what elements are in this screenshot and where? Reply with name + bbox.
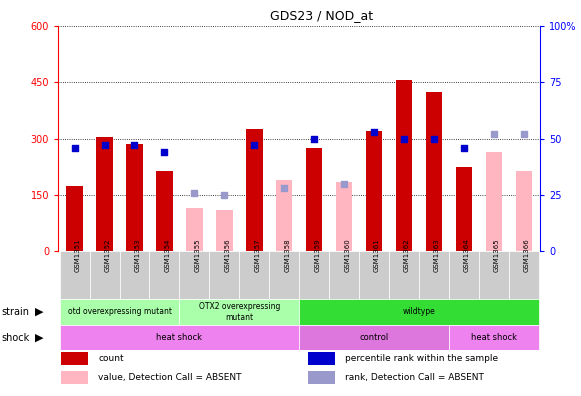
Point (220, 192, 229, 198)
Text: GSM1366: GSM1366 (524, 238, 530, 272)
Text: GDS23 / NOD_at: GDS23 / NOD_at (270, 9, 373, 22)
Bar (509, 251, 539, 299)
Text: ▶: ▶ (35, 307, 44, 317)
Text: GSM1351: GSM1351 (74, 238, 81, 272)
Text: wildtype: wildtype (403, 307, 435, 316)
Point (399, 135, 408, 142)
Bar (479, 251, 509, 299)
Text: GSM1365: GSM1365 (494, 238, 500, 272)
Text: shock: shock (1, 333, 30, 343)
Point (190, 190, 199, 196)
Bar (269, 251, 299, 299)
Text: GSM1361: GSM1361 (374, 238, 380, 272)
Text: heat shock: heat shock (156, 333, 202, 342)
Text: GSM1353: GSM1353 (134, 238, 141, 272)
Text: GSM1355: GSM1355 (195, 238, 200, 272)
Bar (426, 91, 442, 251)
Bar (180, 251, 209, 299)
Bar (309, 371, 335, 384)
Text: GSM1360: GSM1360 (344, 238, 350, 272)
Bar (62, 371, 88, 384)
Bar (180, 299, 299, 325)
Bar (89, 251, 120, 299)
Text: GSM1356: GSM1356 (224, 238, 230, 272)
Bar (66, 186, 83, 251)
Bar (239, 251, 269, 299)
Text: percentile rank within the sample: percentile rank within the sample (345, 354, 498, 363)
Text: value, Detection Call = ABSENT: value, Detection Call = ABSENT (98, 373, 242, 382)
Bar (60, 299, 180, 325)
Text: GSM1362: GSM1362 (404, 238, 410, 272)
Point (100, 142, 109, 148)
Text: OTX2 overexpressing
mutant: OTX2 overexpressing mutant (199, 302, 280, 322)
Point (519, 131, 529, 137)
Bar (246, 129, 263, 251)
Bar (126, 144, 143, 251)
Bar (276, 180, 292, 251)
Bar (299, 299, 539, 325)
Text: strain: strain (1, 307, 29, 317)
Bar (96, 137, 113, 251)
Point (250, 142, 259, 148)
Bar (515, 171, 532, 251)
Text: control: control (360, 333, 389, 342)
Text: otd overexpressing mutant: otd overexpressing mutant (67, 307, 171, 316)
Text: count: count (98, 354, 124, 363)
Point (429, 135, 439, 142)
Point (460, 145, 469, 151)
Point (310, 135, 319, 142)
Text: GSM1363: GSM1363 (434, 238, 440, 272)
Bar (120, 251, 149, 299)
Bar (299, 251, 329, 299)
Bar (62, 352, 88, 365)
Point (370, 129, 379, 135)
Bar (299, 325, 449, 350)
Bar (60, 325, 299, 350)
Bar (60, 251, 89, 299)
Bar (456, 167, 472, 251)
Bar (389, 251, 419, 299)
Bar (149, 251, 180, 299)
Bar (309, 352, 335, 365)
Bar (186, 208, 203, 251)
Text: ▶: ▶ (35, 333, 44, 343)
Bar (336, 182, 353, 251)
Bar (486, 152, 502, 251)
Text: GSM1364: GSM1364 (464, 238, 470, 272)
Bar (216, 210, 232, 251)
Bar (156, 171, 173, 251)
Bar (396, 80, 413, 251)
Bar (449, 325, 539, 350)
Text: GSM1354: GSM1354 (164, 238, 170, 272)
Bar (359, 251, 389, 299)
Point (339, 181, 349, 187)
Text: GSM1352: GSM1352 (105, 238, 110, 272)
Text: heat shock: heat shock (471, 333, 517, 342)
Bar (209, 251, 239, 299)
Point (70, 145, 79, 151)
Bar (366, 131, 382, 251)
Point (160, 149, 169, 155)
Bar (449, 251, 479, 299)
Text: GSM1359: GSM1359 (314, 238, 320, 272)
Bar (329, 251, 359, 299)
Text: GSM1357: GSM1357 (254, 238, 260, 272)
Text: GSM1358: GSM1358 (284, 238, 290, 272)
Point (130, 142, 139, 148)
Bar (306, 148, 322, 251)
Text: rank, Detection Call = ABSENT: rank, Detection Call = ABSENT (345, 373, 484, 382)
Point (279, 185, 289, 191)
Bar (419, 251, 449, 299)
Point (489, 131, 498, 137)
